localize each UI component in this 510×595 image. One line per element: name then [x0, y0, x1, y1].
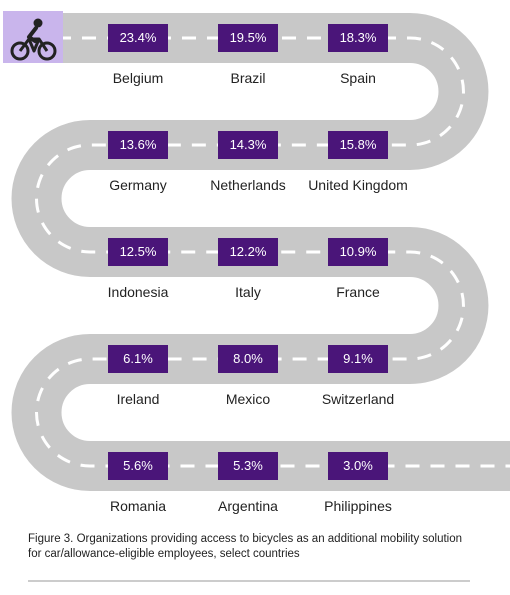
value-box: 12.5% — [108, 238, 168, 266]
value-box: 5.3% — [218, 452, 278, 480]
value-box: 15.8% — [328, 131, 388, 159]
country-label: Switzerland — [321, 391, 395, 407]
figure-caption: Figure 3. Organizations providing access… — [28, 532, 488, 562]
country-label: Philippines — [324, 498, 392, 514]
country-label: United Kingdom — [308, 177, 408, 193]
value-box: 14.3% — [218, 131, 278, 159]
value-box: 3.0% — [328, 452, 388, 480]
value-box: 9.1% — [328, 345, 388, 373]
country-label: Brazil — [230, 70, 266, 86]
country-label: Ireland — [116, 391, 160, 407]
value-box: 23.4% — [108, 24, 168, 52]
value-box: 5.6% — [108, 452, 168, 480]
country-label: Spain — [340, 70, 376, 86]
country-label: France — [336, 284, 380, 300]
value-box: 18.3% — [328, 24, 388, 52]
value-box: 10.9% — [328, 238, 388, 266]
country-label: Netherlands — [210, 177, 286, 193]
bicycle-icon-tile — [3, 11, 63, 63]
value-box: 13.6% — [108, 131, 168, 159]
bicycle-icon — [10, 18, 57, 61]
value-box: 8.0% — [218, 345, 278, 373]
value-box: 6.1% — [108, 345, 168, 373]
value-box: 19.5% — [218, 24, 278, 52]
country-label: Belgium — [112, 70, 164, 86]
country-label: Italy — [235, 284, 261, 300]
country-label: Argentina — [218, 498, 278, 514]
country-label: Mexico — [225, 391, 271, 407]
country-label: Romania — [109, 498, 167, 514]
caption-line-1: Figure 3. Organizations providing access… — [28, 533, 463, 545]
country-label: Germany — [109, 177, 167, 193]
country-label: Indonesia — [107, 284, 169, 300]
caption-line-2: for car/allowance-eligible employees, se… — [28, 548, 300, 560]
divider — [28, 580, 470, 582]
value-box: 12.2% — [218, 238, 278, 266]
